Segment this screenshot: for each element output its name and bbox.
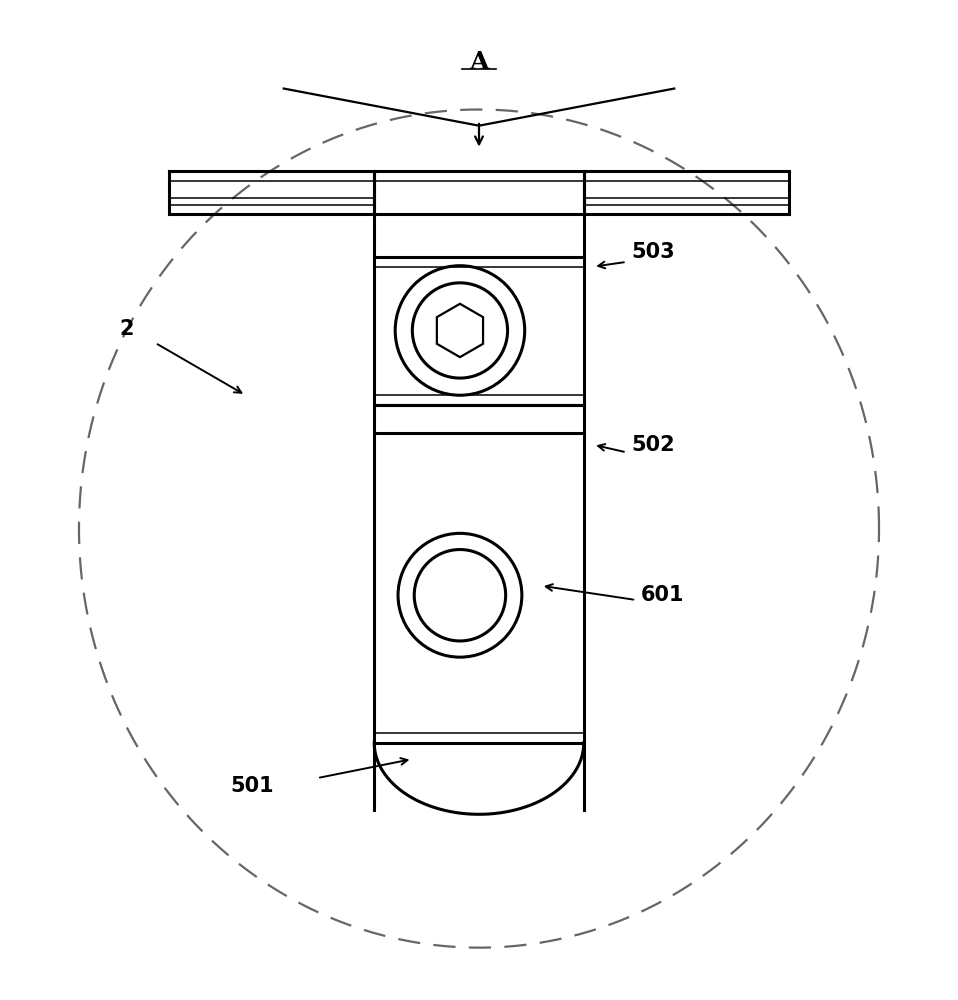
Text: 501: 501 <box>231 776 274 796</box>
Text: A: A <box>469 50 489 74</box>
Text: 502: 502 <box>631 435 675 455</box>
Text: 503: 503 <box>631 242 675 262</box>
Text: 2: 2 <box>120 319 134 339</box>
Text: 601: 601 <box>641 585 684 605</box>
